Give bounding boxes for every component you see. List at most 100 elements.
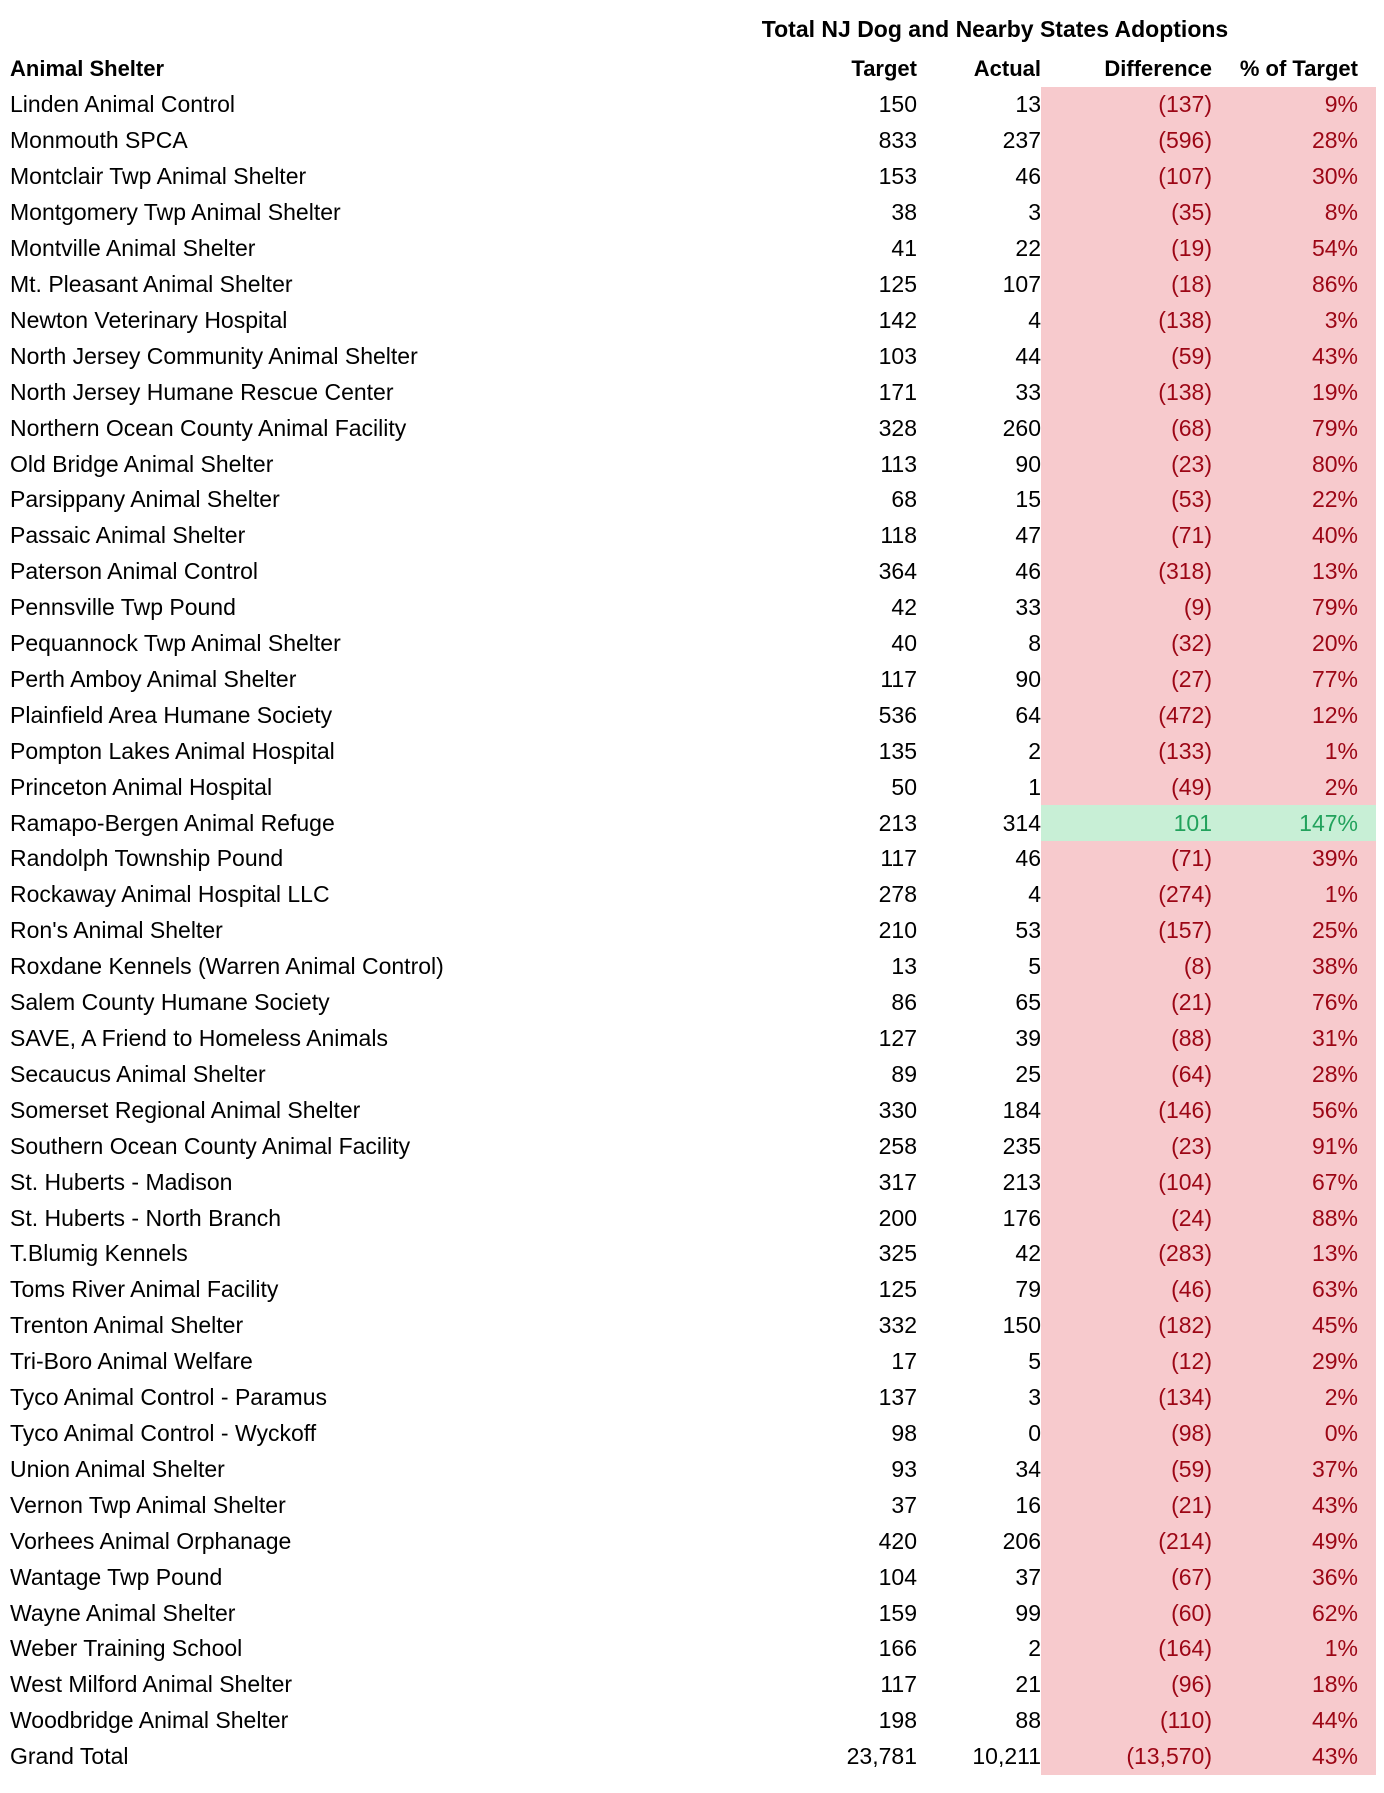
actual-cell: 107 [1002, 270, 1041, 297]
target-cell: 833 [878, 127, 917, 154]
pct-of-target-cell: 56% [1222, 1092, 1376, 1129]
pct-of-target-cell: 37% [1222, 1451, 1376, 1488]
difference-cell: (472) [1041, 697, 1222, 734]
table-row: Rockaway Animal Hospital LLC 278 4 (274)… [0, 876, 1384, 913]
shelter-name-cell: Trenton Animal Shelter [10, 1312, 244, 1339]
table-row: Parsippany Animal Shelter 68 15 (53) 22% [0, 481, 1384, 518]
pct-of-target-cell: 20% [1222, 625, 1376, 662]
pct-of-target-cell: 147% [1222, 805, 1376, 842]
pct-of-target-cell: 36% [1222, 1559, 1376, 1596]
shelter-name-cell: Paterson Animal Control [10, 558, 259, 585]
difference-cell: (27) [1041, 661, 1222, 698]
pct-of-target-cell: 45% [1222, 1307, 1376, 1344]
pct-of-target-cell: 30% [1222, 158, 1376, 195]
difference-cell: (13,570) [1041, 1738, 1222, 1775]
pct-of-target-cell: 9% [1222, 87, 1376, 123]
shelter-name-cell: Southern Ocean County Animal Facility [10, 1132, 411, 1159]
difference-cell: (138) [1041, 302, 1222, 339]
target-cell: 125 [878, 1276, 917, 1303]
shelter-name-cell: Randolph Township Pound [10, 845, 284, 872]
target-cell: 278 [878, 881, 917, 908]
actual-cell: 237 [1002, 127, 1041, 154]
actual-cell: 260 [1002, 414, 1041, 441]
pct-of-target-cell: 28% [1222, 1056, 1376, 1093]
actual-cell: 4 [1028, 881, 1041, 908]
pct-of-target-cell: 31% [1222, 1020, 1376, 1057]
table-row: Tyco Animal Control - Wyckoff 98 0 (98) … [0, 1415, 1384, 1452]
target-cell: 328 [878, 414, 917, 441]
difference-cell: (21) [1041, 1487, 1222, 1524]
actual-cell: 64 [1015, 701, 1041, 728]
actual-cell: 15 [1015, 486, 1041, 513]
target-cell: 137 [878, 1384, 917, 1411]
target-cell: 330 [878, 1096, 917, 1123]
actual-cell: 176 [1002, 1204, 1041, 1231]
pct-of-target-cell: 43% [1222, 1738, 1376, 1775]
table-row: Wayne Animal Shelter 159 99 (60) 62% [0, 1595, 1384, 1631]
table-row: Roxdane Kennels (Warren Animal Control) … [0, 948, 1384, 985]
target-cell: 258 [878, 1132, 917, 1159]
actual-cell: 1 [1028, 773, 1041, 800]
pct-of-target-cell: 8% [1222, 194, 1376, 231]
table-row: Trenton Animal Shelter 332 150 (182) 45% [0, 1307, 1384, 1344]
table-row: Vernon Twp Animal Shelter 37 16 (21) 43% [0, 1487, 1384, 1524]
pct-of-target-cell: 1% [1222, 876, 1376, 913]
pct-of-target-cell: 67% [1222, 1164, 1376, 1201]
shelter-name-cell: Perth Amboy Animal Shelter [10, 665, 297, 692]
actual-cell: 46 [1015, 163, 1041, 190]
table-row: Montclair Twp Animal Shelter 153 46 (107… [0, 158, 1384, 195]
difference-cell: (134) [1041, 1379, 1222, 1416]
actual-cell: 47 [1015, 522, 1041, 549]
shelter-name-cell: Toms River Animal Facility [10, 1276, 279, 1303]
shelter-name-cell: Ramapo-Bergen Animal Refuge [10, 809, 335, 836]
table-row: West Milford Animal Shelter 117 21 (96) … [0, 1666, 1384, 1703]
difference-cell: (68) [1041, 410, 1222, 447]
table-row: North Jersey Community Animal Shelter 10… [0, 338, 1384, 375]
shelter-name-cell: Northern Ocean County Animal Facility [10, 414, 407, 441]
table-row: Paterson Animal Control 364 46 (318) 13% [0, 553, 1384, 590]
target-cell: 536 [878, 701, 917, 728]
actual-cell: 37 [1015, 1563, 1041, 1590]
column-header-pct-of-target: % of Target [1239, 55, 1358, 81]
shelter-name-cell: Salem County Humane Society [10, 989, 330, 1016]
difference-cell: (71) [1041, 841, 1222, 877]
pct-of-target-cell: 86% [1222, 266, 1376, 303]
table-row: Southern Ocean County Animal Facility 25… [0, 1128, 1384, 1165]
actual-cell: 99 [1015, 1599, 1041, 1626]
actual-cell: 33 [1015, 594, 1041, 621]
difference-cell: (110) [1041, 1702, 1222, 1739]
table-row: Perth Amboy Animal Shelter 117 90 (27) 7… [0, 661, 1384, 698]
table-row: Mt. Pleasant Animal Shelter 125 107 (18)… [0, 266, 1384, 303]
difference-cell: (104) [1041, 1164, 1222, 1201]
table-row: Woodbridge Animal Shelter 198 88 (110) 4… [0, 1702, 1384, 1739]
pct-of-target-cell: 88% [1222, 1200, 1376, 1236]
difference-cell: (138) [1041, 374, 1222, 411]
difference-cell: (98) [1041, 1415, 1222, 1452]
target-cell: 125 [878, 270, 917, 297]
pct-of-target-cell: 0% [1222, 1415, 1376, 1452]
actual-cell: 2 [1028, 1635, 1041, 1662]
target-cell: 198 [878, 1707, 917, 1734]
target-cell: 127 [878, 1025, 917, 1052]
shelter-name-cell: Grand Total [10, 1743, 129, 1770]
target-cell: 37 [891, 1491, 917, 1518]
shelter-name-cell: Secaucus Animal Shelter [10, 1060, 266, 1087]
pct-of-target-cell: 2% [1222, 1379, 1376, 1416]
difference-cell: (59) [1041, 338, 1222, 375]
difference-cell: (60) [1041, 1595, 1222, 1631]
table-row: Princeton Animal Hospital 50 1 (49) 2% [0, 769, 1384, 806]
shelter-name-cell: Wantage Twp Pound [10, 1563, 223, 1590]
shelter-name-cell: Union Animal Shelter [10, 1455, 225, 1482]
shelter-name-cell: Montville Animal Shelter [10, 235, 256, 262]
pct-of-target-cell: 19% [1222, 374, 1376, 411]
actual-cell: 33 [1015, 378, 1041, 405]
shelter-name-cell: Parsippany Animal Shelter [10, 486, 280, 513]
target-cell: 118 [880, 522, 917, 549]
actual-cell: 10,211 [972, 1743, 1041, 1770]
target-cell: 117 [880, 1671, 917, 1698]
table-row: Newton Veterinary Hospital 142 4 (138) 3… [0, 302, 1384, 339]
actual-cell: 79 [1015, 1276, 1041, 1303]
difference-cell: (137) [1041, 87, 1222, 123]
target-cell: 153 [878, 163, 917, 190]
difference-cell: (8) [1041, 948, 1222, 985]
